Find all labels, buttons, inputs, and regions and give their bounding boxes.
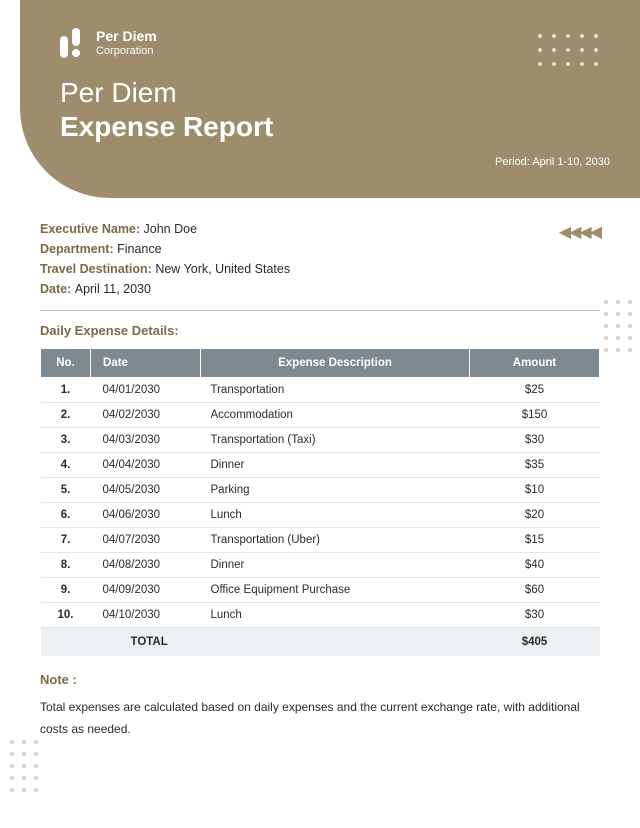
table-row: 10.04/10/2030Lunch$30 xyxy=(41,603,600,628)
company-line1: Per Diem xyxy=(96,29,157,44)
cell-amount: $30 xyxy=(470,428,600,453)
company-name: Per Diem Corporation xyxy=(96,29,157,56)
col-amount: Amount xyxy=(470,349,600,378)
cell-amount: $20 xyxy=(470,503,600,528)
cell-desc: Dinner xyxy=(201,553,470,578)
cell-no: 4. xyxy=(41,453,91,478)
cell-desc: Parking xyxy=(201,478,470,503)
meta-destination: Travel Destination: New York, United Sta… xyxy=(40,262,600,276)
cell-date: 04/01/2030 xyxy=(91,378,201,403)
exec-value: John Doe xyxy=(144,222,198,236)
cell-date: 04/05/2030 xyxy=(91,478,201,503)
table-row: 5.04/05/2030Parking$10 xyxy=(41,478,600,503)
table-row: 7.04/07/2030Transportation (Uber)$15 xyxy=(41,528,600,553)
company-line2: Corporation xyxy=(96,45,157,57)
dest-label: Travel Destination: xyxy=(40,262,155,276)
cell-amount: $30 xyxy=(470,603,600,628)
date-label: Date: xyxy=(40,282,75,296)
cell-desc: Accommodation xyxy=(201,403,470,428)
title-bold: Expense Report xyxy=(60,110,600,144)
logo: Per Diem Corporation xyxy=(60,28,600,58)
cell-date: 04/09/2030 xyxy=(91,578,201,603)
total-amount: $405 xyxy=(470,628,600,657)
report-content: Executive Name: John Doe Department: Fin… xyxy=(0,198,640,740)
meta-department: Department: Finance xyxy=(40,242,600,256)
cell-date: 04/10/2030 xyxy=(91,603,201,628)
cell-no: 2. xyxy=(41,403,91,428)
dept-value: Finance xyxy=(117,242,161,256)
cell-no: 8. xyxy=(41,553,91,578)
cell-date: 04/02/2030 xyxy=(91,403,201,428)
cell-desc: Office Equipment Purchase xyxy=(201,578,470,603)
total-label: TOTAL xyxy=(91,628,201,657)
exec-label: Executive Name: xyxy=(40,222,144,236)
separator xyxy=(40,310,600,311)
cell-desc: Transportation (Uber) xyxy=(201,528,470,553)
col-desc: Expense Description xyxy=(201,349,470,378)
cell-amount: $40 xyxy=(470,553,600,578)
cell-amount: $35 xyxy=(470,453,600,478)
date-value: April 11, 2030 xyxy=(75,282,151,296)
expense-table: No. Date Expense Description Amount 1.04… xyxy=(40,348,600,656)
table-row: 4.04/04/2030Dinner$35 xyxy=(41,453,600,478)
cell-amount: $25 xyxy=(470,378,600,403)
cell-no: 9. xyxy=(41,578,91,603)
cell-no: 10. xyxy=(41,603,91,628)
cell-amount: $60 xyxy=(470,578,600,603)
decorative-dots-icon xyxy=(538,34,600,68)
decorative-dots-bottom-icon xyxy=(10,740,38,792)
table-row: 9.04/09/2030Office Equipment Purchase$60 xyxy=(41,578,600,603)
cell-desc: Lunch xyxy=(201,603,470,628)
meta-date: Date: April 11, 2030 xyxy=(40,282,600,296)
table-section-title: Daily Expense Details: xyxy=(40,323,600,338)
cell-date: 04/03/2030 xyxy=(91,428,201,453)
col-no: No. xyxy=(41,349,91,378)
cell-amount: $150 xyxy=(470,403,600,428)
cell-desc: Transportation (Taxi) xyxy=(201,428,470,453)
cell-no: 1. xyxy=(41,378,91,403)
cell-desc: Lunch xyxy=(201,503,470,528)
col-date: Date xyxy=(91,349,201,378)
cell-no: 6. xyxy=(41,503,91,528)
cell-date: 04/08/2030 xyxy=(91,553,201,578)
cell-date: 04/06/2030 xyxy=(91,503,201,528)
arrow-decoration-icon: ◀◀◀◀ xyxy=(559,222,600,242)
dept-label: Department: xyxy=(40,242,117,256)
report-period: Period: April 1-10, 2030 xyxy=(495,156,610,168)
note-title: Note : xyxy=(40,672,600,687)
title-light: Per Diem xyxy=(60,76,600,110)
cell-amount: $10 xyxy=(470,478,600,503)
cell-no: 7. xyxy=(41,528,91,553)
table-row: 1.04/01/2030Transportation$25 xyxy=(41,378,600,403)
cell-date: 04/07/2030 xyxy=(91,528,201,553)
table-row: 6.04/06/2030Lunch$20 xyxy=(41,503,600,528)
cell-desc: Dinner xyxy=(201,453,470,478)
cell-desc: Transportation xyxy=(201,378,470,403)
table-total-row: TOTAL $405 xyxy=(41,628,600,657)
cell-no: 5. xyxy=(41,478,91,503)
cell-date: 04/04/2030 xyxy=(91,453,201,478)
table-header-row: No. Date Expense Description Amount xyxy=(41,349,600,378)
decorative-dots-right-icon xyxy=(604,300,632,352)
cell-no: 3. xyxy=(41,428,91,453)
report-title: Per Diem Expense Report xyxy=(60,76,600,143)
logo-icon xyxy=(60,28,86,58)
report-header: Per Diem Corporation Per Diem Expense Re… xyxy=(20,0,640,198)
table-row: 8.04/08/2030Dinner$40 xyxy=(41,553,600,578)
cell-amount: $15 xyxy=(470,528,600,553)
dest-value: New York, United States xyxy=(155,262,290,276)
meta-executive: Executive Name: John Doe xyxy=(40,222,600,236)
note-text: Total expenses are calculated based on d… xyxy=(40,697,600,740)
table-row: 2.04/02/2030Accommodation$150 xyxy=(41,403,600,428)
table-row: 3.04/03/2030Transportation (Taxi)$30 xyxy=(41,428,600,453)
